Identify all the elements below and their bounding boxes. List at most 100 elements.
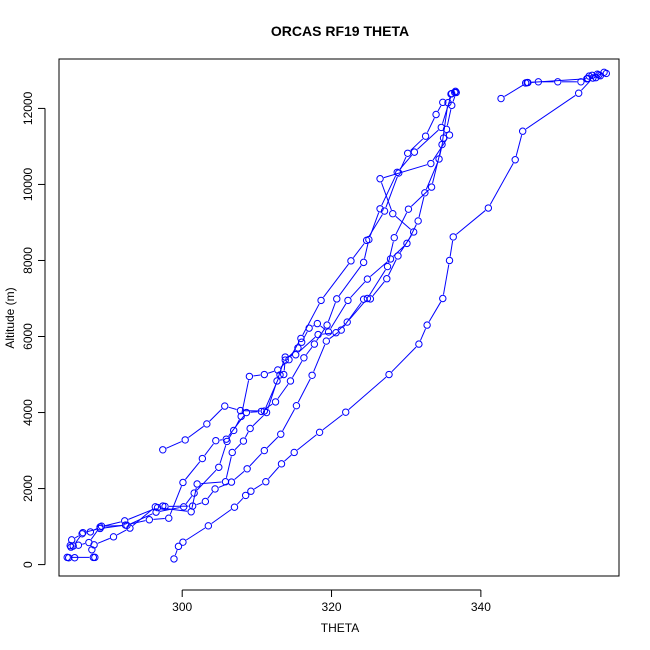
series-segment xyxy=(268,466,280,480)
data-point xyxy=(91,553,99,562)
series-segment xyxy=(225,456,232,478)
series-segment xyxy=(432,138,448,161)
data-point xyxy=(403,239,411,248)
x-axis-label: THETA xyxy=(321,621,359,635)
y-axis: 0 2000 4000 6000 8000 10000 12000 xyxy=(21,91,46,568)
data-point xyxy=(228,448,236,457)
series-segment xyxy=(236,497,244,505)
series-segment xyxy=(209,408,223,422)
data-point xyxy=(187,508,195,516)
series-segment xyxy=(219,445,227,464)
series-segment xyxy=(185,496,193,504)
data-series xyxy=(66,87,460,550)
series-segment xyxy=(253,483,263,490)
data-point xyxy=(212,436,220,445)
data-point xyxy=(190,489,198,497)
series-segment xyxy=(385,176,398,208)
series-segment xyxy=(338,324,345,331)
series-segment xyxy=(372,281,385,297)
data-point xyxy=(363,275,372,283)
data-point xyxy=(277,460,286,468)
data-point xyxy=(300,354,308,362)
data-point xyxy=(97,522,106,530)
data-point xyxy=(583,74,592,83)
series-segment xyxy=(327,302,336,322)
data-point xyxy=(286,377,295,385)
series-segment xyxy=(441,97,452,124)
series-segment xyxy=(234,443,241,450)
data-point xyxy=(423,321,431,329)
series-segment xyxy=(185,461,201,480)
data-point xyxy=(308,371,316,379)
data-point xyxy=(215,463,223,471)
data-point xyxy=(292,401,301,410)
data-point xyxy=(211,485,219,493)
series-segment xyxy=(266,436,279,449)
data-point xyxy=(383,262,392,271)
data-point xyxy=(239,437,248,445)
series-segment xyxy=(387,241,394,263)
series-segment xyxy=(130,513,153,525)
series-segment xyxy=(489,162,514,205)
data-point xyxy=(324,328,333,336)
data-point xyxy=(247,487,255,495)
series-segment xyxy=(75,535,81,544)
data-point xyxy=(315,428,324,437)
y-tick-label: 2000 xyxy=(21,475,35,502)
data-point xyxy=(404,205,413,213)
data-point xyxy=(198,454,207,463)
series-segment xyxy=(439,141,444,156)
data-point xyxy=(592,73,600,82)
series-segment xyxy=(410,189,430,207)
data-point xyxy=(153,503,162,512)
data-point xyxy=(484,204,493,212)
series-segment xyxy=(352,243,365,258)
series-segment xyxy=(228,433,233,439)
y-tick-label: 0 xyxy=(21,561,35,568)
data-point xyxy=(274,366,282,374)
data-point xyxy=(221,478,230,486)
series-segment xyxy=(105,525,123,527)
series-segment xyxy=(297,378,311,403)
data-point xyxy=(63,553,71,562)
data-point xyxy=(67,543,75,551)
data-point xyxy=(221,402,229,410)
data-point xyxy=(181,436,189,444)
series-segment xyxy=(253,374,261,377)
series-segment xyxy=(128,508,155,520)
series-segment xyxy=(218,483,228,488)
data-point xyxy=(347,257,355,265)
data-point xyxy=(410,148,419,156)
series-segment xyxy=(343,302,362,328)
data-point xyxy=(179,538,187,546)
series-segment xyxy=(159,507,180,512)
series-segment xyxy=(381,175,396,206)
series-segment xyxy=(280,362,287,368)
series-segment xyxy=(298,336,316,353)
data-point xyxy=(152,508,160,516)
series-segment xyxy=(82,543,86,545)
data-point xyxy=(262,478,270,486)
data-point xyxy=(439,98,447,107)
series-segment xyxy=(282,408,295,431)
data-point xyxy=(161,502,169,511)
series-segment xyxy=(204,443,214,456)
data-point xyxy=(448,101,456,110)
data-point xyxy=(596,72,605,80)
data-point xyxy=(385,370,393,379)
y-axis-label: Altitude (m) xyxy=(3,287,17,348)
data-point xyxy=(427,159,435,168)
data-point xyxy=(230,426,238,435)
data-point xyxy=(437,123,445,132)
x-tick-label: 300 xyxy=(172,600,192,614)
data-point xyxy=(246,424,254,433)
data-point xyxy=(290,448,298,457)
x-axis: 300 320 340 xyxy=(172,589,491,614)
series-segment xyxy=(426,117,435,133)
data-point xyxy=(179,503,188,511)
data-point xyxy=(333,295,341,303)
data-point xyxy=(273,377,281,385)
series-segment xyxy=(161,507,188,512)
